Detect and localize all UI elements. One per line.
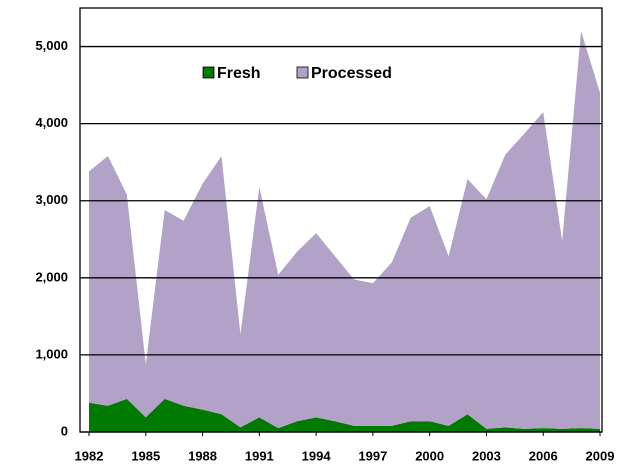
legend-label: Fresh — [217, 65, 261, 82]
x-tick-label: 2009 — [586, 448, 615, 463]
plot-frame — [79, 7, 603, 433]
x-tick-label: 1982 — [75, 448, 104, 463]
x-tick-label: 1991 — [245, 448, 274, 463]
legend-swatch — [296, 66, 309, 79]
x-tick-label: 2000 — [415, 448, 444, 463]
y-tick-label: 5,000 — [35, 38, 68, 53]
x-tick-label: 1988 — [188, 448, 217, 463]
x-tick-label: 2006 — [529, 448, 558, 463]
area — [89, 398, 600, 432]
y-tick-label: 2,000 — [35, 269, 68, 284]
y-tick-label: 1,000 — [35, 346, 68, 361]
x-tick-label: 1994 — [302, 448, 332, 463]
legend-swatch — [202, 66, 215, 79]
x-tick-label: 1985 — [131, 448, 160, 463]
x-tick-label: 1997 — [358, 448, 387, 463]
legend-label: Processed — [311, 65, 392, 82]
y-tick-label: 4,000 — [35, 115, 68, 130]
y-tick-label: 3,000 — [35, 192, 68, 207]
y-tick-label: 0 — [61, 423, 68, 438]
area — [89, 31, 600, 429]
x-tick-label: 2003 — [472, 448, 501, 463]
